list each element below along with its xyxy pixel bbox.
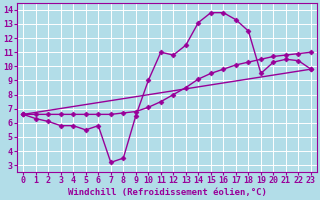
X-axis label: Windchill (Refroidissement éolien,°C): Windchill (Refroidissement éolien,°C)	[68, 188, 267, 197]
